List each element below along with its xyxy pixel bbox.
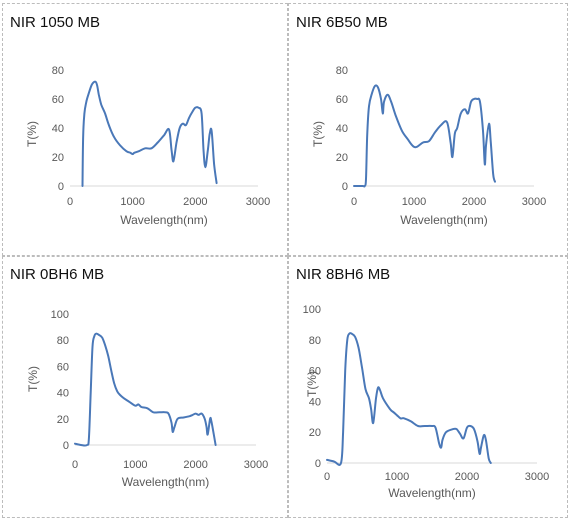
y-tick-label: 0 — [58, 181, 64, 193]
y-tick-label: 40 — [52, 123, 64, 135]
y-tick-label: 40 — [336, 123, 348, 135]
y-tick-label: 80 — [52, 65, 64, 77]
chart-title: NIR 6B50 MB — [296, 14, 388, 31]
chart-title: NIR 1050 MB — [10, 14, 101, 31]
y-axis-label: T(%) — [26, 366, 40, 392]
chart-panel-1: NIR 1050 MB 0 20 40 60 80 0 1000 2000 3000 Wavele… — [2, 3, 288, 256]
x-tick-label: 3000 — [246, 196, 270, 208]
x-tick-label: 0 — [351, 196, 357, 208]
y-tick-label: 0 — [315, 458, 321, 470]
x-tick-label: 1000 — [385, 471, 409, 483]
chart-panel-4: NIR 8BH6 MB 0 20 40 60 80 100 0 1000 2000 3000 Wav… — [288, 256, 568, 518]
x-tick-label: 3000 — [525, 471, 549, 483]
x-tick-label: 1000 — [123, 459, 147, 471]
y-tick-label: 60 — [57, 361, 69, 373]
y-tick-label: 0 — [342, 181, 348, 193]
x-axis-label: Wavelength(nm) — [122, 475, 210, 489]
x-tick-label: 2000 — [183, 459, 207, 471]
chart-title: NIR 8BH6 MB — [296, 266, 391, 283]
y-tick-label: 20 — [52, 152, 64, 164]
x-axis-label: Wavelength(nm) — [400, 213, 488, 227]
x-tick-label: 0 — [67, 196, 73, 208]
series-line — [353, 84, 496, 188]
y-tick-label: 80 — [336, 65, 348, 77]
series-line — [81, 80, 218, 187]
x-axis-label: Wavelength(nm) — [388, 486, 476, 500]
series-line — [326, 332, 492, 466]
chart-panel-2: NIR 6B50 MB 0 20 40 60 80 0 1000 2000 3000 Wavele… — [288, 3, 568, 256]
x-tick-label: 1000 — [120, 196, 144, 208]
chart-2-svg: 0 20 40 60 80 0 1000 2000 3000 Wavelength(nm) T(%) — [311, 65, 546, 227]
x-tick-label: 2000 — [455, 471, 479, 483]
x-tick-label: 3000 — [244, 459, 268, 471]
y-tick-label: 100 — [303, 304, 321, 316]
chart-1-svg: 0 20 40 60 80 0 1000 2000 3000 Wavelength(nm) T(%) — [25, 65, 270, 227]
y-tick-label: 40 — [309, 396, 321, 408]
x-tick-label: 1000 — [402, 196, 426, 208]
y-tick-label: 0 — [63, 440, 69, 452]
x-tick-label: 3000 — [522, 196, 546, 208]
x-tick-label: 2000 — [462, 196, 486, 208]
y-tick-label: 20 — [336, 152, 348, 164]
x-tick-label: 0 — [72, 459, 78, 471]
x-axis-label: Wavelength(nm) — [120, 213, 208, 227]
series-line — [74, 332, 217, 447]
x-tick-label: 2000 — [183, 196, 207, 208]
chart-panel-3: NIR 0BH6 MB 0 20 40 60 80 100 0 1000 2000 3000 Wav… — [2, 256, 288, 518]
y-tick-label: 40 — [57, 388, 69, 400]
y-tick-label: 60 — [309, 366, 321, 378]
y-tick-label: 60 — [336, 94, 348, 106]
y-tick-label: 60 — [52, 94, 64, 106]
y-tick-label: 80 — [57, 335, 69, 347]
y-axis-label: T(%) — [305, 371, 319, 397]
y-tick-label: 20 — [57, 414, 69, 426]
y-tick-label: 100 — [51, 309, 69, 321]
y-axis-label: T(%) — [25, 121, 39, 147]
x-tick-label: 0 — [324, 471, 330, 483]
chart-title: NIR 0BH6 MB — [10, 266, 105, 283]
y-tick-label: 20 — [309, 427, 321, 439]
y-tick-label: 80 — [309, 335, 321, 347]
y-axis-label: T(%) — [311, 121, 325, 147]
